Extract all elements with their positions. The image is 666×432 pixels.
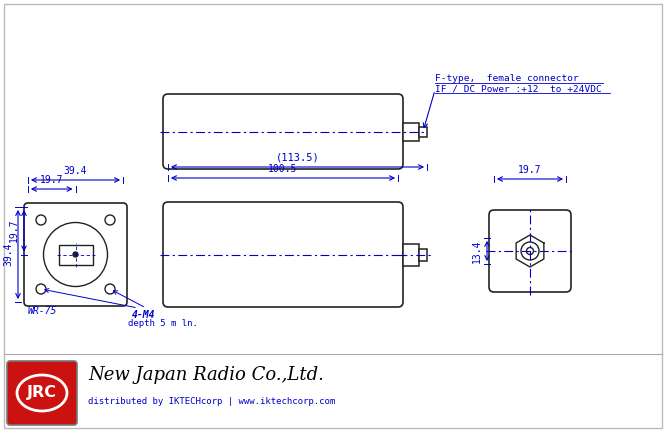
Text: 100.5: 100.5 <box>268 164 298 174</box>
Circle shape <box>43 222 107 286</box>
Circle shape <box>36 215 46 225</box>
FancyBboxPatch shape <box>163 202 403 307</box>
FancyBboxPatch shape <box>163 94 403 169</box>
Text: (113.5): (113.5) <box>276 153 320 163</box>
Text: depth 5 m ln.: depth 5 m ln. <box>128 319 198 328</box>
Text: New Japan Radio Co.,Ltd.: New Japan Radio Co.,Ltd. <box>88 366 324 384</box>
Text: 19.7: 19.7 <box>518 165 541 175</box>
Bar <box>419 248 427 260</box>
FancyBboxPatch shape <box>489 210 571 292</box>
Circle shape <box>105 284 115 294</box>
Circle shape <box>73 252 78 257</box>
Circle shape <box>36 284 46 294</box>
Circle shape <box>521 242 539 260</box>
Text: 19.7: 19.7 <box>40 175 63 185</box>
Bar <box>419 127 427 137</box>
Bar <box>403 123 419 140</box>
Circle shape <box>527 248 533 254</box>
Text: 4-M4: 4-M4 <box>132 310 155 320</box>
Text: 13.4: 13.4 <box>472 239 482 263</box>
Bar <box>403 244 419 266</box>
Text: distributed by IKTECHcorp | www.iktechcorp.com: distributed by IKTECHcorp | www.iktechco… <box>88 397 335 407</box>
Text: WR-75: WR-75 <box>28 306 57 316</box>
Text: 39.4: 39.4 <box>3 243 13 266</box>
Text: F-type,  female connector: F-type, female connector <box>435 74 579 83</box>
Text: JRC: JRC <box>27 385 57 400</box>
Text: 39.4: 39.4 <box>64 166 87 176</box>
Text: IF / DC Power :+12  to +24VDC: IF / DC Power :+12 to +24VDC <box>435 84 602 93</box>
FancyBboxPatch shape <box>7 361 77 425</box>
Ellipse shape <box>17 375 67 411</box>
FancyBboxPatch shape <box>24 203 127 306</box>
Bar <box>59 245 93 264</box>
Text: 19.7: 19.7 <box>9 219 19 242</box>
Circle shape <box>105 215 115 225</box>
